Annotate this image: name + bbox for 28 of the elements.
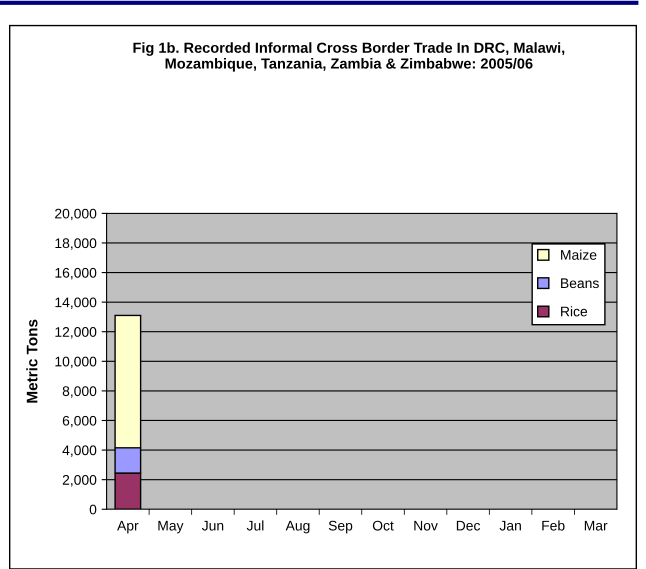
y-tick-label: 2,000: [62, 475, 96, 486]
x-tick-label: Mar: [584, 520, 608, 531]
y-tick-label: 0: [90, 504, 96, 514]
x-tick-label: Apr: [117, 520, 138, 534]
legend-label: Beans: [561, 278, 599, 288]
x-tick-label: Dec: [456, 520, 480, 531]
x-tick-label: Jun: [202, 520, 224, 531]
y-tick-label: 12,000: [55, 327, 96, 339]
y-tick-label: 6,000: [62, 416, 96, 428]
legend-label: Rice: [561, 306, 588, 316]
x-tick-label: Oct: [372, 520, 394, 531]
x-tick-label: Nov: [414, 520, 438, 531]
y-tick-label: 18,000: [55, 238, 96, 250]
y-tick-label: 10,000: [55, 356, 96, 368]
x-tick-label: Aug: [286, 520, 310, 534]
chart-title: Fig 1b. Recorded Informal Cross Border Trade In DRC, Malawi, Mozambique, Tanzania, Zambia & Zimbabwe: 2005/06: [133, 42, 564, 72]
y-tick-label: 20,000: [55, 208, 96, 220]
y-tick-label: 4,000: [62, 445, 96, 457]
x-tick-label: May: [158, 520, 184, 534]
y-tick-label: 14,000: [55, 297, 96, 309]
y-axis-title: Metric Tons: [26, 320, 38, 403]
y-tick-label: 16,000: [55, 268, 96, 280]
x-tick-label: Feb: [542, 520, 565, 531]
x-tick-label: Jul: [246, 520, 264, 531]
y-tick-label: 8,000: [62, 386, 96, 398]
x-tick-label: Jan: [500, 520, 521, 531]
x-tick-label: Sep: [328, 520, 352, 534]
legend-label: Maize: [561, 250, 596, 260]
